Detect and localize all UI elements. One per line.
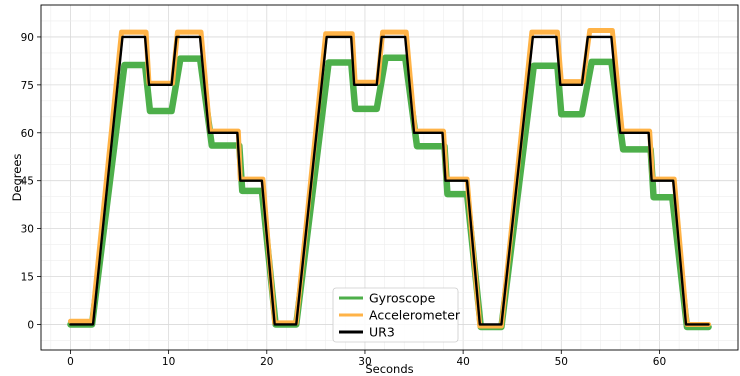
x-tick-label: 0 [67,356,74,368]
y-tick-label: 90 [21,32,34,44]
legend-label-gyroscope: Gyroscope [369,291,436,306]
x-tick-label: 20 [260,356,273,368]
axis-ticks: 0 10 20 30 40 50 60 0 15 30 45 60 75 90 [21,32,667,368]
legend-label-ur3: UR3 [369,325,395,340]
legend-box [332,287,459,343]
y-tick-label: 30 [21,224,34,236]
series-line-accelerometer [67,28,712,329]
series-layer [67,28,712,331]
y-tick-label: 15 [21,272,34,284]
y-tick-label: 0 [27,319,34,331]
legend-label-accelerometer: Accelerometer [369,308,461,323]
x-axis-label: Seconds [365,362,413,376]
y-tick-label: 60 [21,128,34,140]
y-tick-label: 75 [21,80,34,92]
y-tick-label: 45 [21,176,34,188]
x-tick-label: 40 [456,356,469,368]
x-tick-label: 60 [653,356,666,368]
series-line-ur3 [69,35,710,326]
legend: Gyroscope Accelerometer UR3 [332,287,461,343]
x-tick-label: 30 [358,356,371,368]
x-tick-label: 10 [162,356,175,368]
y-axis-label: Degrees [10,154,24,202]
series-line-gyroscope [67,54,712,331]
plot-frame [40,4,739,351]
x-tick-label: 50 [555,356,568,368]
